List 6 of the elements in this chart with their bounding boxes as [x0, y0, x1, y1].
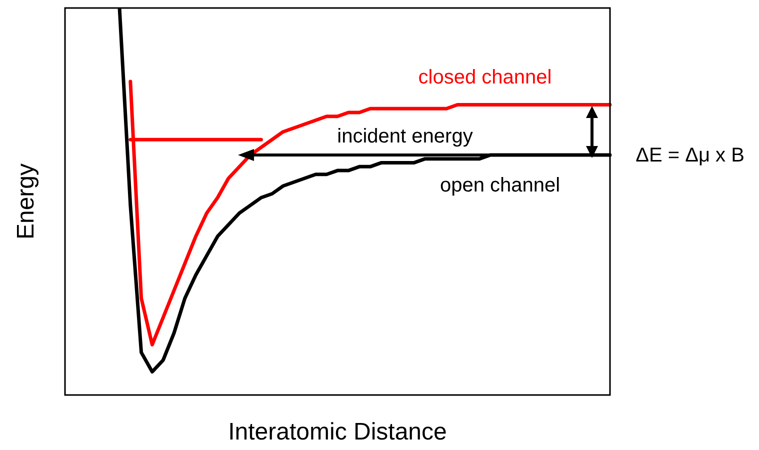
text: ΔE = Δμ x B [636, 144, 744, 167]
x-axis-title: Interatomic Distance [228, 418, 447, 446]
annotation: incident energy [337, 126, 473, 148]
annotation: closed channel [418, 66, 552, 89]
y-axis-title: Energy [12, 163, 40, 240]
annotation: open channel [440, 174, 560, 197]
